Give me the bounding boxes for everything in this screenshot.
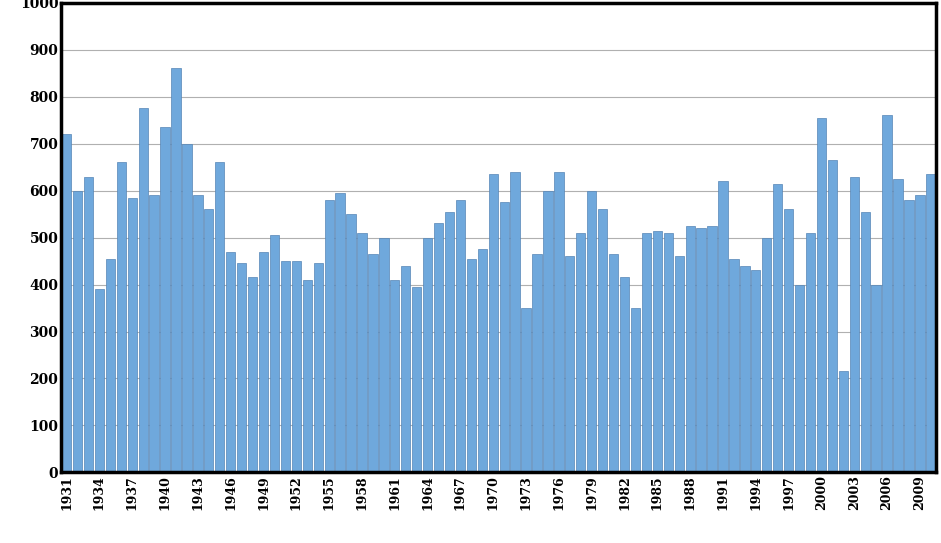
Bar [117,162,126,472]
Bar [346,214,356,472]
Bar [62,134,72,472]
Bar [708,226,717,472]
Bar [685,226,694,472]
Bar [150,195,159,472]
Bar [805,233,815,472]
Bar [663,233,673,472]
Bar [609,254,618,472]
Bar [904,200,914,472]
Bar [871,285,881,472]
Bar [642,233,651,472]
Bar [533,254,542,472]
Bar [850,176,859,472]
Bar [259,251,268,472]
Bar [521,308,531,472]
Bar [916,195,925,472]
Bar [401,266,410,472]
Bar [566,256,575,472]
Bar [160,127,169,472]
Bar [718,181,727,472]
Bar [237,263,247,472]
Bar [95,289,104,472]
Bar [455,200,465,472]
Bar [675,256,684,472]
Bar [653,231,662,472]
Bar [412,287,422,472]
Bar [543,191,552,472]
Bar [379,238,389,472]
Bar [751,270,760,472]
Bar [696,228,706,472]
Bar [105,258,115,472]
Bar [270,235,279,472]
Bar [292,261,301,472]
Bar [587,191,597,472]
Bar [860,212,869,472]
Bar [423,238,432,472]
Bar [183,144,192,472]
Bar [445,212,455,472]
Bar [313,263,323,472]
Bar [478,249,487,472]
Bar [576,233,585,472]
Bar [828,160,837,472]
Bar [215,162,225,472]
Bar [630,308,640,472]
Bar [226,251,235,472]
Bar [554,172,564,472]
Bar [335,193,344,472]
Bar [193,195,202,472]
Bar [817,118,826,472]
Bar [893,179,902,472]
Bar [84,176,93,472]
Bar [510,172,519,472]
Bar [784,210,793,472]
Bar [598,210,607,472]
Bar [926,174,935,472]
Bar [325,200,334,472]
Bar [883,116,892,472]
Bar [741,266,750,472]
Bar [171,68,181,472]
Bar [773,184,782,472]
Bar [358,233,367,472]
Bar [128,198,137,472]
Bar [434,224,443,472]
Bar [204,210,214,472]
Bar [620,277,630,472]
Bar [500,203,509,472]
Bar [838,371,848,472]
Bar [795,285,805,472]
Bar [303,280,312,472]
Bar [72,191,82,472]
Bar [762,238,772,472]
Bar [280,261,290,472]
Bar [488,174,498,472]
Bar [247,277,257,472]
Bar [138,109,148,472]
Bar [467,258,476,472]
Bar [368,254,377,472]
Bar [391,280,400,472]
Bar [729,258,739,472]
